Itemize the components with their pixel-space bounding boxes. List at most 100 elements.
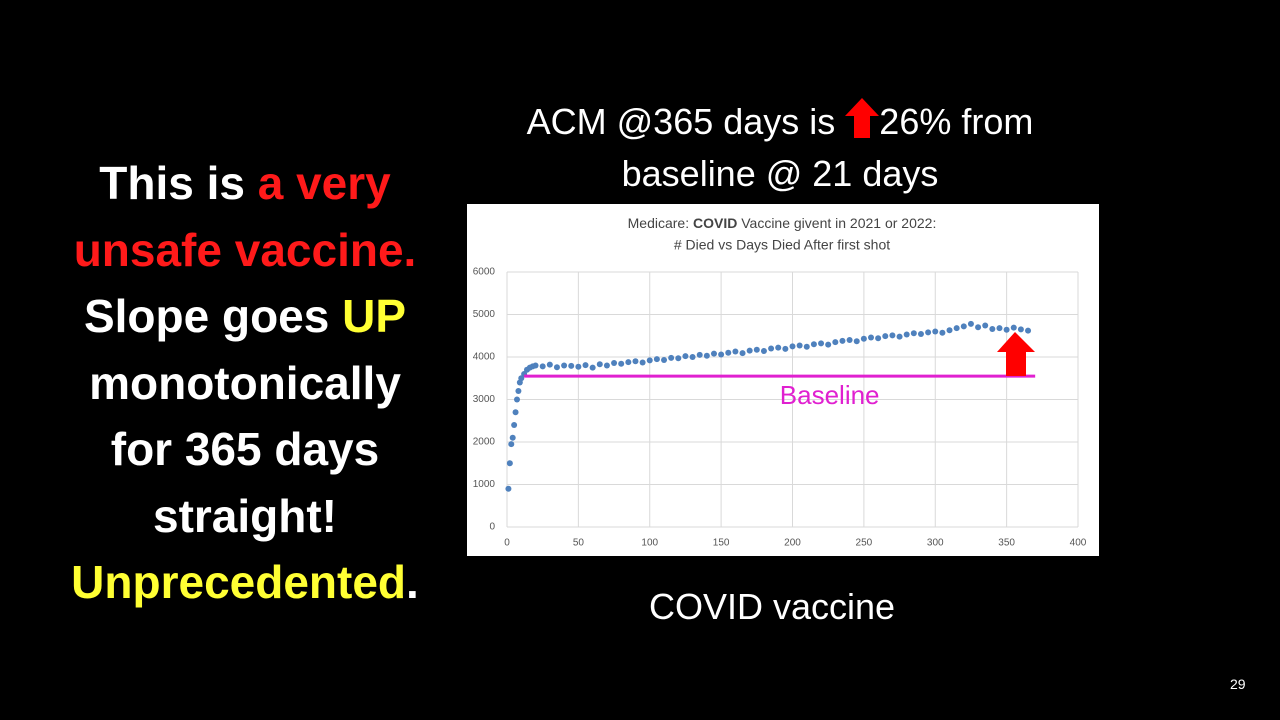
point xyxy=(960,323,967,330)
point xyxy=(917,331,924,338)
point xyxy=(625,359,632,366)
point xyxy=(513,396,520,403)
point xyxy=(996,325,1003,332)
heading: ACM @365 days is 26% from baseline @ 21 … xyxy=(440,96,1120,200)
text: unsafe vaccine. xyxy=(73,223,417,276)
point xyxy=(910,330,917,337)
point xyxy=(832,339,839,346)
y-tick-label: 4000 xyxy=(473,352,496,363)
annotation-arrow xyxy=(997,332,1035,376)
point xyxy=(632,358,639,365)
point xyxy=(839,337,846,344)
text: monotonically xyxy=(89,356,401,409)
title-part: Medicare: xyxy=(628,215,693,231)
y-tick-label: 0 xyxy=(489,522,495,533)
point xyxy=(646,357,653,364)
point xyxy=(710,350,717,357)
point xyxy=(946,327,953,334)
x-tick-label: 200 xyxy=(784,538,801,549)
chart-title: Medicare: COVID Vaccine givent in 2021 o… xyxy=(628,215,937,231)
text: UP xyxy=(342,290,407,342)
point xyxy=(875,335,882,342)
y-tick-label: 1000 xyxy=(473,479,496,490)
point xyxy=(932,328,939,335)
x-tick-label: 150 xyxy=(713,538,730,549)
point xyxy=(903,331,910,338)
point xyxy=(589,364,596,371)
point xyxy=(703,352,710,359)
point xyxy=(1017,326,1024,333)
point xyxy=(818,340,825,347)
point xyxy=(603,362,610,369)
point xyxy=(1010,324,1017,331)
text: Slope goes xyxy=(83,290,343,342)
chart: Medicare: COVID Vaccine givent in 2021 o… xyxy=(467,204,1099,556)
x-tick-label: 400 xyxy=(1070,538,1087,549)
point xyxy=(639,359,646,366)
left-text: This is a very unsafe vaccine. Slope goe… xyxy=(20,150,470,616)
chart-subtitle: # Died vs Days Died After first shot xyxy=(674,237,890,253)
point xyxy=(539,363,546,370)
text: ACM @365 days is xyxy=(526,101,846,142)
point xyxy=(568,362,575,369)
point xyxy=(512,409,519,416)
point xyxy=(582,362,589,369)
point xyxy=(725,349,732,356)
point xyxy=(846,337,853,343)
text: This is xyxy=(99,157,258,209)
point xyxy=(1003,326,1010,333)
point xyxy=(825,341,832,348)
point xyxy=(561,362,568,369)
y-tick-label: 6000 xyxy=(473,267,496,278)
point xyxy=(546,361,553,368)
point xyxy=(515,388,522,394)
x-tick-label: 350 xyxy=(998,538,1015,549)
point xyxy=(810,341,817,348)
point xyxy=(661,356,668,363)
point xyxy=(508,441,515,448)
point xyxy=(682,353,689,360)
point xyxy=(939,329,946,336)
page-number: 29 xyxy=(1230,676,1246,692)
point xyxy=(860,335,867,342)
point xyxy=(967,320,974,327)
point xyxy=(732,348,739,355)
point xyxy=(618,360,625,367)
baseline-label: Baseline xyxy=(780,380,880,410)
point xyxy=(803,343,810,350)
chart-background xyxy=(467,204,1099,556)
x-tick-label: 300 xyxy=(927,538,944,549)
point xyxy=(575,363,582,370)
title-part: COVID xyxy=(693,215,737,231)
point xyxy=(689,354,696,360)
point xyxy=(718,351,725,358)
up-arrow-icon xyxy=(845,98,880,138)
point xyxy=(509,434,516,441)
y-tick-label: 3000 xyxy=(473,394,496,405)
point xyxy=(653,356,660,363)
point xyxy=(506,460,513,467)
point xyxy=(768,345,775,352)
point xyxy=(853,338,860,345)
x-tick-label: 50 xyxy=(573,538,585,549)
text: a very xyxy=(257,157,391,209)
point xyxy=(675,355,682,362)
point xyxy=(753,346,760,353)
x-tick-label: 0 xyxy=(504,538,510,549)
x-tick-label: 250 xyxy=(856,538,873,549)
point xyxy=(668,354,675,361)
x-tick-label: 100 xyxy=(641,538,658,549)
point xyxy=(518,375,525,382)
point xyxy=(1025,327,1032,334)
text: Unprecedented xyxy=(71,556,407,608)
text: baseline @ 21 days xyxy=(621,153,939,194)
y-tick-label: 5000 xyxy=(473,309,496,320)
point xyxy=(989,325,996,332)
point xyxy=(532,362,539,369)
point xyxy=(868,334,875,341)
point xyxy=(739,350,746,357)
point xyxy=(982,322,989,329)
text: straight! xyxy=(153,489,337,542)
point xyxy=(882,333,889,340)
text: . xyxy=(406,556,419,608)
